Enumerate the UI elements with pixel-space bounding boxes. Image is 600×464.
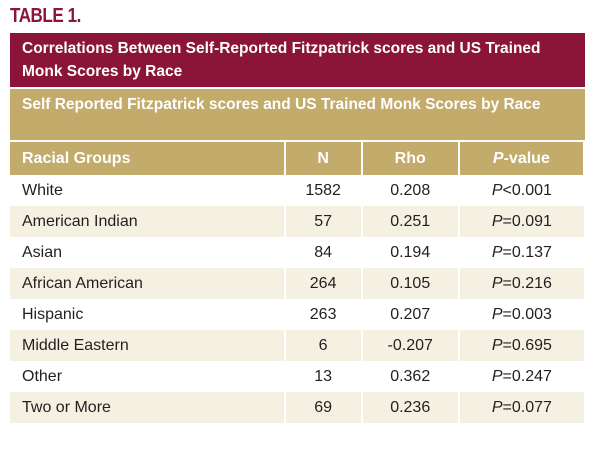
p-symbol: P xyxy=(491,212,503,230)
p-symbol: P xyxy=(491,243,503,261)
table-row: African American 264 0.105 P=0.216 xyxy=(10,268,584,299)
table-cell: 0.208 xyxy=(360,175,459,206)
table-cell: Asian xyxy=(22,243,63,261)
table-cell: 0.236 xyxy=(360,392,459,423)
table-label: TABLE 1. xyxy=(10,5,81,27)
table-row: White 1582 0.208 P<0.001 xyxy=(10,175,584,206)
p-text: =0.003 xyxy=(502,305,552,323)
table-cell: 264 xyxy=(283,268,362,299)
table-cell: 84 xyxy=(283,237,362,268)
column-header: Rho xyxy=(360,140,460,175)
table-cell: 1582 xyxy=(283,175,362,206)
p-symbol: P xyxy=(491,367,503,385)
table-cell: White xyxy=(22,181,63,199)
p-text: =0.091 xyxy=(502,212,552,230)
table-row: Middle Eastern 6 -0.207 P=0.695 xyxy=(10,330,584,361)
table-cell: 13 xyxy=(283,361,362,392)
p-text: =0.137 xyxy=(502,243,552,261)
table-cell: American Indian xyxy=(10,206,285,237)
table-cell: 0.362 xyxy=(360,361,459,392)
table-cell: Hispanic xyxy=(22,305,84,323)
table-cell: 0.194 xyxy=(360,237,459,268)
table-cell: Middle Eastern xyxy=(10,330,285,361)
p-symbol: P xyxy=(492,149,504,167)
p-symbol: P xyxy=(491,181,503,199)
table-row: American Indian 57 0.251 P=0.091 xyxy=(10,206,584,237)
table-row: Asian 84 0.194 P=0.137 xyxy=(10,237,584,268)
column-header: N xyxy=(283,140,363,175)
p-symbol: P xyxy=(491,336,503,354)
table-cell: 0.251 xyxy=(360,206,459,237)
table-row: Two or More 69 0.236 P=0.077 xyxy=(10,392,584,423)
p-text: <0.001 xyxy=(502,181,552,199)
table: Racial Groups N Rho P-value White 1582 0.208 P… xyxy=(10,140,586,423)
table-cell: P<0.001 xyxy=(457,175,584,206)
table-cell: P=0.247 xyxy=(457,361,584,392)
column-header: P-value xyxy=(457,140,586,175)
table-title: Correlations Between Self-Reported Fitzp… xyxy=(10,33,585,87)
p-text: =0.695 xyxy=(502,336,552,354)
table-cell: 263 xyxy=(283,299,362,330)
p-text: =0.216 xyxy=(502,274,552,292)
table-cell: P=0.137 xyxy=(457,237,584,268)
p-text: =0.247 xyxy=(502,367,552,385)
header-row: Racial Groups N Rho P-value xyxy=(10,140,586,175)
p-symbol: P xyxy=(491,274,503,292)
table-row: Other 13 0.362 P=0.247 xyxy=(10,361,584,392)
table-cell: P=0.077 xyxy=(457,392,584,423)
p-symbol: P xyxy=(491,398,503,416)
table-cell: Other xyxy=(22,367,63,385)
table-cell: Two or More xyxy=(10,392,285,423)
column-header: Racial Groups xyxy=(10,140,286,175)
table-cell: 0.105 xyxy=(360,268,459,299)
table-row: Hispanic 263 0.207 P=0.003 xyxy=(10,299,584,330)
table-cell: 6 xyxy=(283,330,362,361)
table-cell: 0.207 xyxy=(360,299,459,330)
table-cell: 69 xyxy=(283,392,362,423)
table-cell: P=0.091 xyxy=(457,206,584,237)
table-cell: P=0.216 xyxy=(457,268,584,299)
p-symbol: P xyxy=(491,305,503,323)
table-cell: -0.207 xyxy=(360,330,459,361)
table-subtitle: Self Reported Fitzpatrick scores and US … xyxy=(10,87,585,140)
p-text: =0.077 xyxy=(502,398,552,416)
table-cell: 57 xyxy=(283,206,362,237)
table-cell: P=0.695 xyxy=(457,330,584,361)
table-cell: P=0.003 xyxy=(457,299,584,330)
p-text: -value xyxy=(503,149,550,167)
table-cell: African American xyxy=(10,268,285,299)
